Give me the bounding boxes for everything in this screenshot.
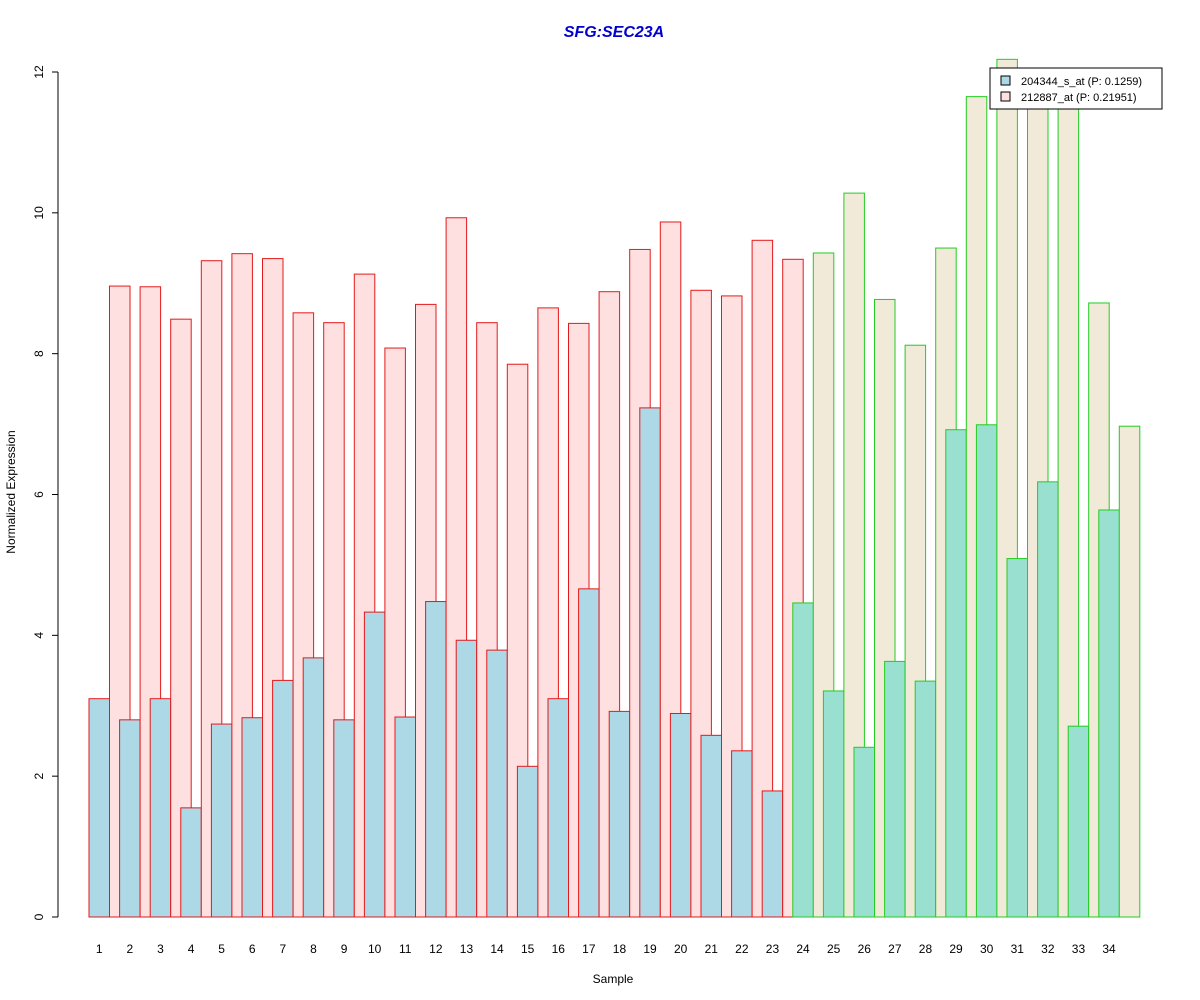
bar-series-1-sample-27 bbox=[884, 660, 906, 918]
bar-series-1-sample-15 bbox=[516, 765, 539, 918]
bar-series-1-sample-18 bbox=[608, 710, 631, 918]
x-tick-label: 14 bbox=[490, 942, 504, 956]
bar-series-1-sample-19 bbox=[639, 407, 661, 918]
y-tick-label: 2 bbox=[32, 773, 46, 780]
x-axis-label: Sample bbox=[593, 972, 634, 986]
bar-series-1-sample-23 bbox=[761, 790, 784, 918]
y-axis-label: Normalized Expression bbox=[4, 430, 18, 553]
x-tick-label: 9 bbox=[341, 942, 348, 956]
x-tick-label: 28 bbox=[919, 942, 933, 956]
x-tick-label: 27 bbox=[888, 942, 902, 956]
x-tick-label: 34 bbox=[1102, 942, 1116, 956]
bar-series-1-sample-14 bbox=[486, 649, 508, 918]
x-tick-label: 33 bbox=[1072, 942, 1086, 956]
bar-series-1-sample-6 bbox=[241, 717, 263, 918]
x-tick-label: 1 bbox=[96, 942, 103, 956]
x-tick-label: 13 bbox=[460, 942, 474, 956]
y-tick-label: 12 bbox=[32, 65, 46, 79]
bar-series-1-sample-8 bbox=[302, 657, 325, 918]
bar-series-1-sample-9 bbox=[333, 719, 355, 918]
x-tick-label: 2 bbox=[127, 942, 134, 956]
bar-series-1-sample-21 bbox=[700, 734, 722, 918]
bar-series-1-sample-7 bbox=[272, 679, 294, 918]
bar-series-1-sample-10 bbox=[363, 611, 386, 918]
x-tick-label: 26 bbox=[858, 942, 872, 956]
x-tick-label: 30 bbox=[980, 942, 994, 956]
bar-series-1-sample-16 bbox=[547, 698, 569, 918]
y-tick-label: 8 bbox=[32, 350, 46, 357]
y-axis: 0 2 4 6 8 10 12 bbox=[32, 65, 59, 920]
bar-series-1-sample-34 bbox=[1098, 509, 1120, 918]
bar-series-1-sample-31 bbox=[1006, 558, 1028, 918]
x-tick-label: 25 bbox=[827, 942, 841, 956]
x-tick-label: 20 bbox=[674, 942, 688, 956]
bar-series-1-sample-28 bbox=[914, 680, 937, 918]
y-tick-label: 6 bbox=[32, 491, 46, 498]
x-tick-label: 7 bbox=[280, 942, 287, 956]
x-tick-label: 22 bbox=[735, 942, 749, 956]
legend-label: 212887_at (P: 0.21951) bbox=[1021, 92, 1137, 104]
x-tick-label: 18 bbox=[613, 942, 627, 956]
bar-series-1-sample-32 bbox=[1037, 481, 1059, 918]
x-tick-label: 11 bbox=[399, 942, 412, 956]
bar-series-1-sample-33 bbox=[1067, 725, 1090, 918]
y-tick-label: 10 bbox=[32, 206, 46, 220]
bar-series-1-sample-5 bbox=[210, 723, 233, 918]
bar-series-1-sample-4 bbox=[180, 807, 202, 918]
bar-series-2-sample-34 bbox=[1118, 425, 1141, 918]
x-tick-label: 8 bbox=[310, 942, 317, 956]
x-tick-label: 19 bbox=[643, 942, 657, 956]
x-tick-label: 23 bbox=[766, 942, 780, 956]
bar-series-1-sample-25 bbox=[822, 690, 845, 918]
bar-series-1-sample-13 bbox=[455, 639, 478, 918]
x-tick-label: 31 bbox=[1011, 942, 1025, 956]
bar-series-1-sample-29 bbox=[945, 429, 967, 918]
bar-series-1-sample-11 bbox=[394, 716, 416, 918]
legend-swatch bbox=[1000, 75, 1011, 86]
x-tick-label: 21 bbox=[705, 942, 719, 956]
legend: 204344_s_at (P: 0.1259) 212887_at (P: 0.2… bbox=[989, 67, 1163, 110]
x-tick-label: 5 bbox=[218, 942, 225, 956]
x-tick-label: 3 bbox=[157, 942, 164, 956]
y-tick-label: 0 bbox=[32, 913, 46, 920]
bar-series-1-sample-2 bbox=[119, 719, 141, 918]
chart-title: SFG:SEC23A bbox=[564, 24, 664, 41]
x-tick-label: 24 bbox=[796, 942, 810, 956]
legend-label: 204344_s_at (P: 0.1259) bbox=[1021, 76, 1142, 88]
bar-series-1-sample-30 bbox=[975, 424, 998, 918]
x-tick-label: 16 bbox=[552, 942, 566, 956]
x-tick-label: 10 bbox=[368, 942, 382, 956]
bar-series-1-sample-20 bbox=[669, 712, 692, 918]
bar-series-1-sample-1 bbox=[88, 698, 110, 918]
x-tick-labels: 1 2 3 4 5 6 7 8 9 10 11 12 13 14 15 16 17 18 19 20 21 22 23 24 2… bbox=[96, 942, 1116, 956]
legend-swatch bbox=[1000, 91, 1011, 102]
bar-series-1-sample-12 bbox=[425, 601, 447, 918]
x-tick-label: 12 bbox=[429, 942, 443, 956]
x-tick-label: 29 bbox=[949, 942, 963, 956]
bar-series-1-sample-22 bbox=[731, 750, 753, 918]
x-tick-label: 6 bbox=[249, 942, 256, 956]
bar-series-1-sample-26 bbox=[853, 746, 875, 918]
bar-series-1-sample-3 bbox=[149, 698, 172, 918]
y-tick-label: 4 bbox=[32, 632, 46, 639]
bar-series-1-sample-17 bbox=[578, 588, 600, 918]
x-tick-label: 32 bbox=[1041, 942, 1055, 956]
legend-box bbox=[989, 67, 1163, 110]
bar-series-1-sample-24 bbox=[792, 602, 814, 918]
bars bbox=[88, 58, 1141, 918]
x-tick-label: 15 bbox=[521, 942, 535, 956]
x-tick-label: 17 bbox=[582, 942, 596, 956]
x-tick-label: 4 bbox=[188, 942, 195, 956]
